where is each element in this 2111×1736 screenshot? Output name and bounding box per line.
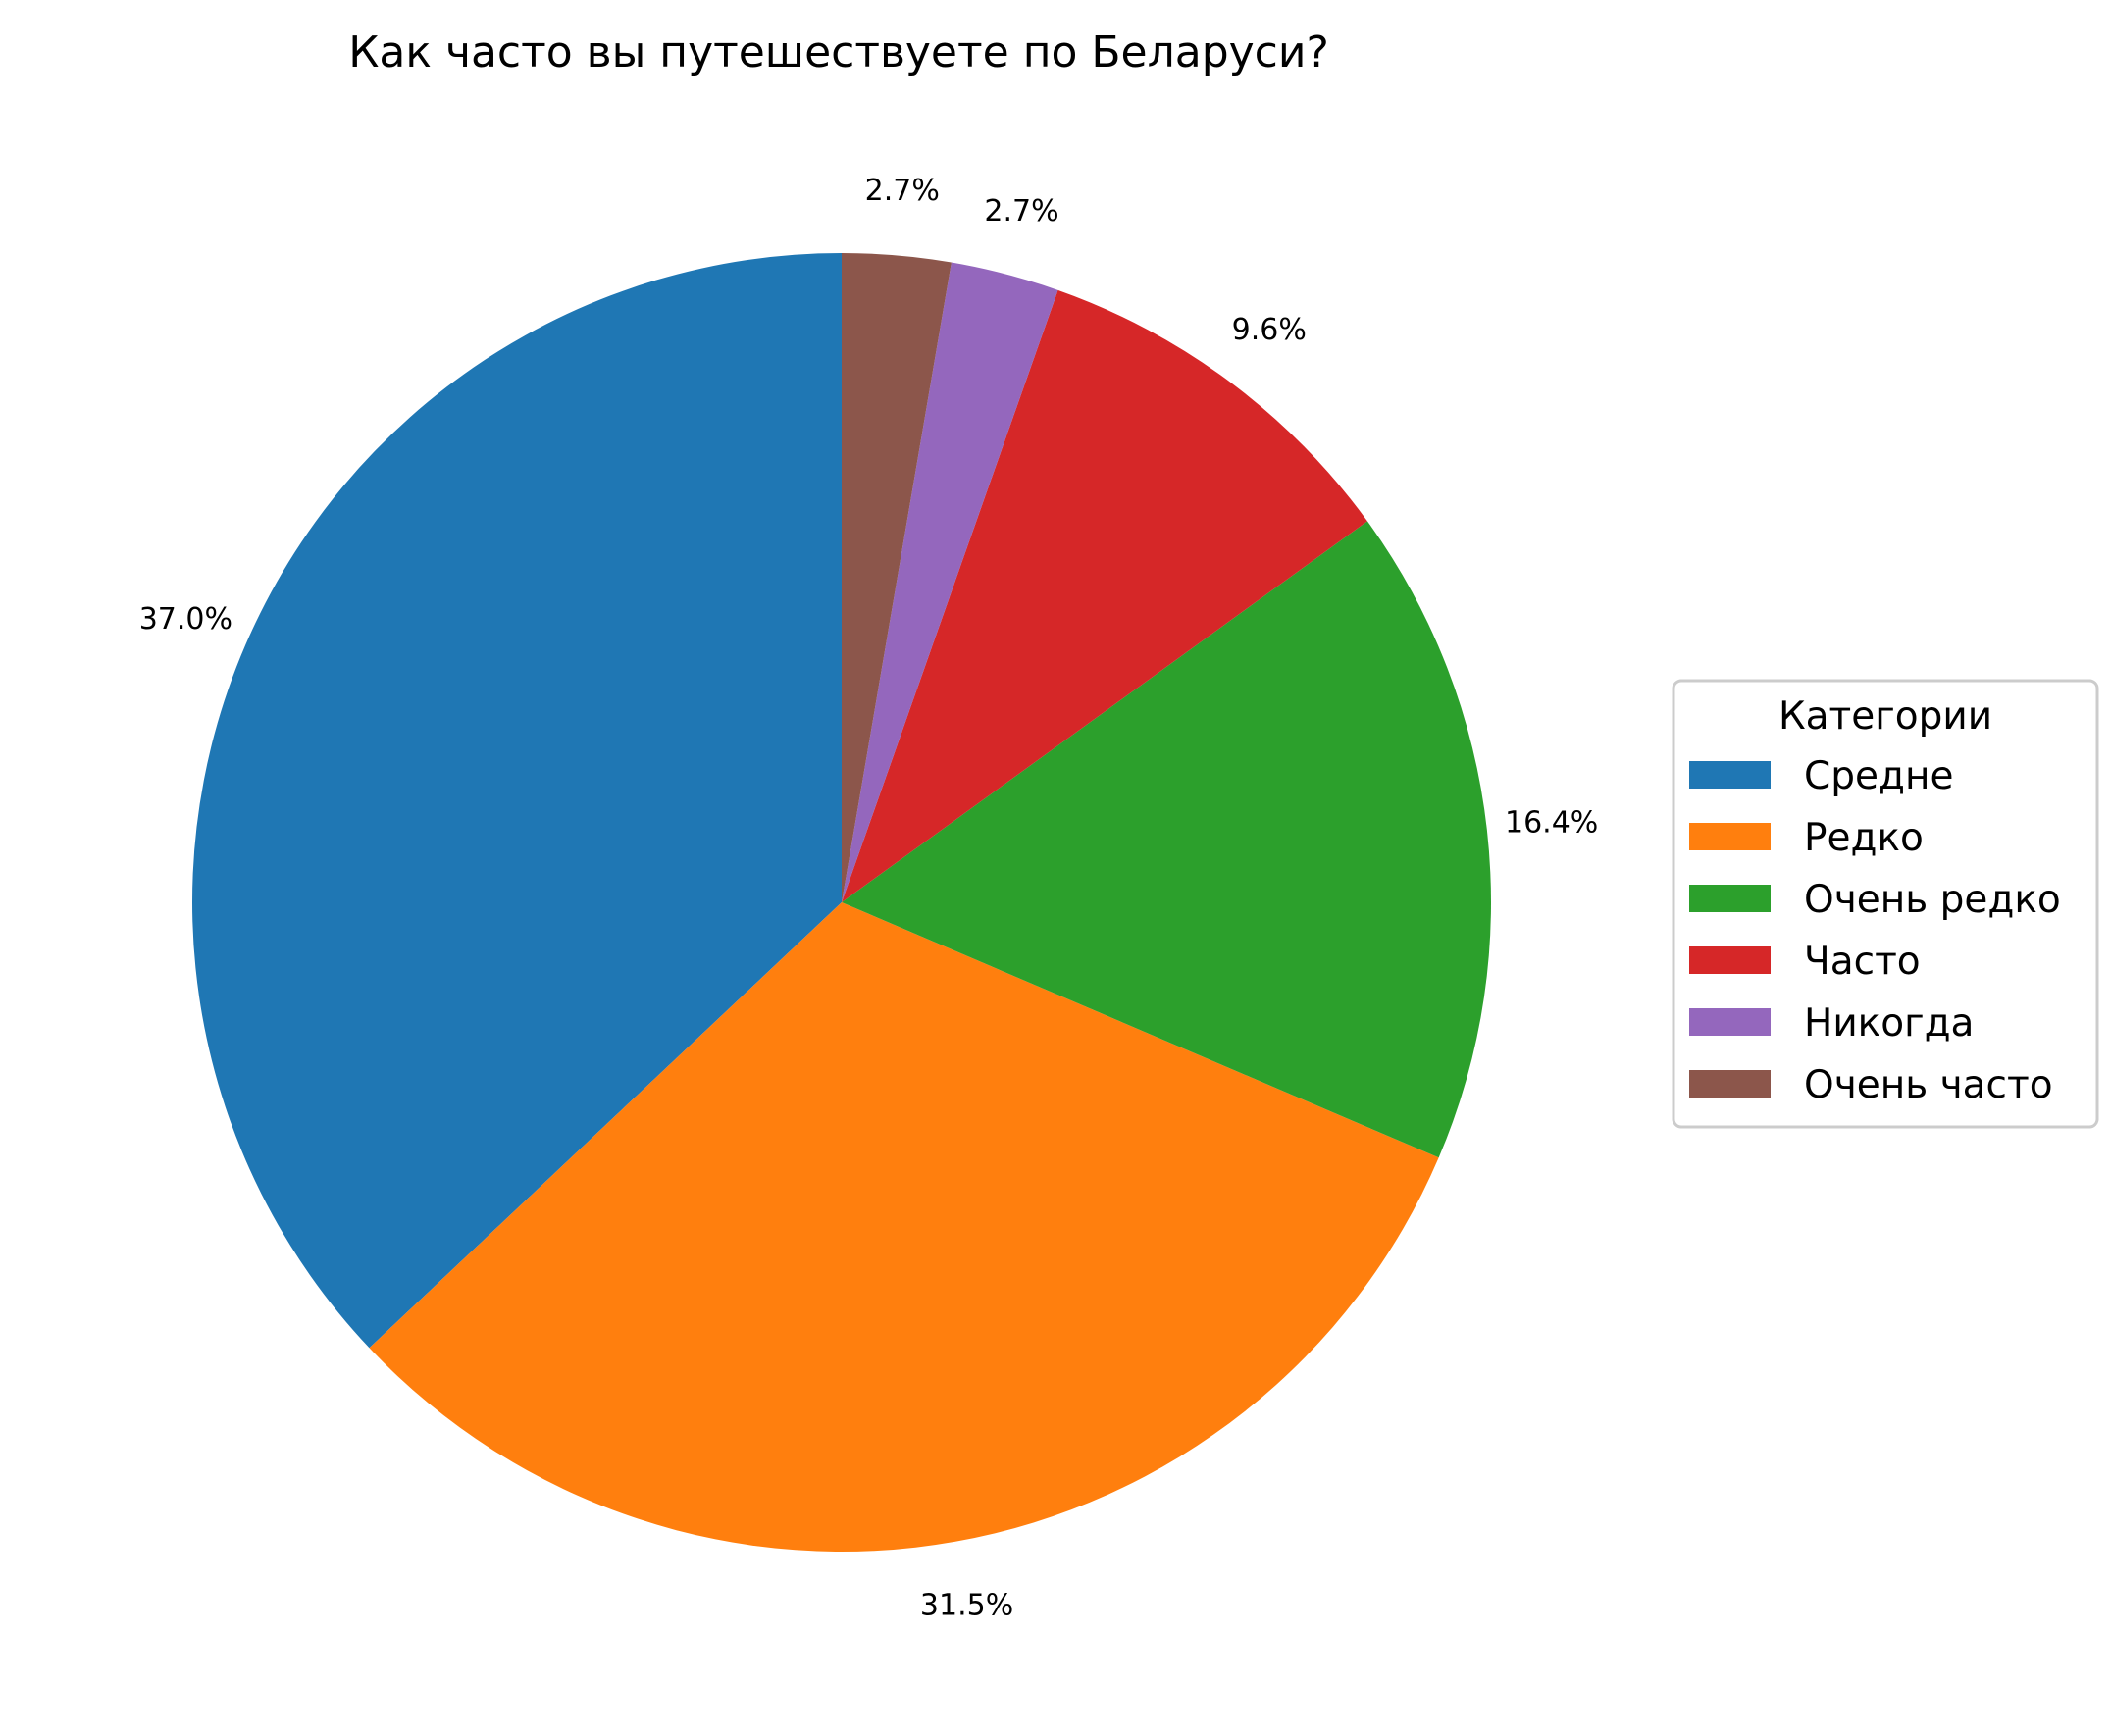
pie-percent-label-1: 31.5% xyxy=(920,1588,1013,1622)
pie-slice-3 xyxy=(842,289,1367,902)
legend-swatch-5 xyxy=(1689,1070,1771,1098)
pie-percent-label-4: 2.7% xyxy=(984,194,1058,229)
pie-percent-label-3: 9.6% xyxy=(1232,313,1307,347)
legend-label-2: Очень редко xyxy=(1804,878,2061,922)
legend-label-4: Никогда xyxy=(1804,1001,1974,1046)
legend-items: Средне Редко Очень редко Часто Никогда Очень … xyxy=(1689,754,2061,1107)
pie-percent-label-5: 2.7% xyxy=(865,174,940,208)
chart-title: Как часто вы путешествуете по Беларуси? xyxy=(348,27,1329,77)
legend-frame xyxy=(1672,679,2099,1129)
pie-slice-4 xyxy=(842,262,1058,902)
legend-label-3: Часто xyxy=(1804,940,1921,984)
legend-label-1: Редко xyxy=(1804,816,1924,860)
pie-slice-1 xyxy=(369,902,1439,1552)
legend-title: Категории xyxy=(1778,694,1992,739)
legend: Категории Средне Редко Очень редко Часто Ник… xyxy=(1672,679,2099,1129)
pie-slice-0 xyxy=(191,253,842,1349)
pie-slices xyxy=(191,253,1491,1552)
pie-slice-5 xyxy=(842,253,952,902)
pie-percent-label-0: 37.0% xyxy=(139,602,232,637)
pie-percent-labels: 37.0% 31.5% 16.4% 9.6% 2.7% 2.7% xyxy=(139,174,1599,1623)
pie-slice-2 xyxy=(842,521,1491,1158)
legend-swatch-0 xyxy=(1689,761,1771,789)
legend-swatch-2 xyxy=(1689,885,1771,912)
legend-swatch-3 xyxy=(1689,946,1771,974)
pie-percent-label-2: 16.4% xyxy=(1505,805,1598,840)
legend-swatch-4 xyxy=(1689,1008,1771,1036)
legend-swatch-1 xyxy=(1689,823,1771,850)
legend-label-5: Очень часто xyxy=(1804,1063,2053,1107)
legend-label-0: Средне xyxy=(1804,754,1953,798)
